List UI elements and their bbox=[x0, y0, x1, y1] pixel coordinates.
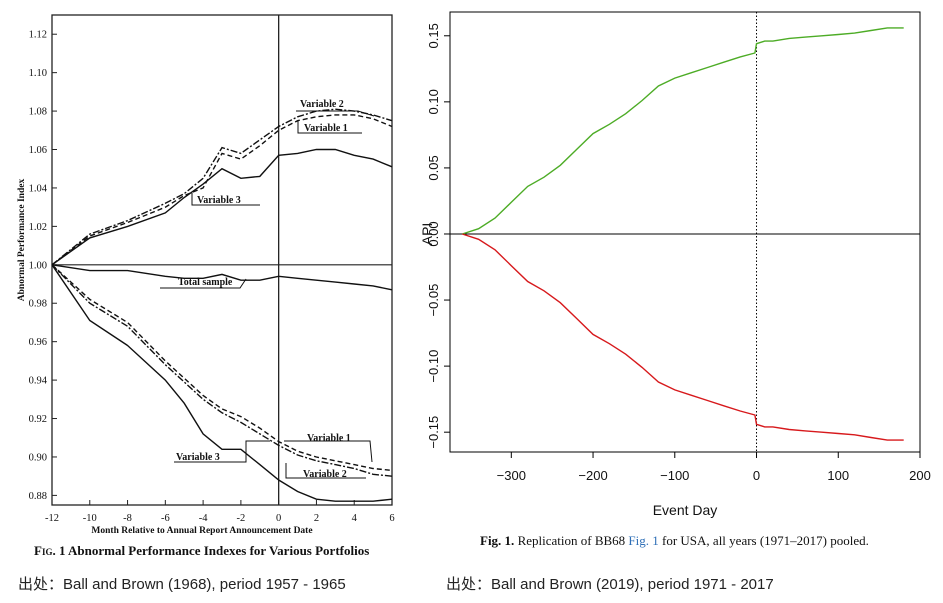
right-plot-frame bbox=[449, 11, 921, 453]
y-tick-label: 1.12 bbox=[29, 30, 47, 41]
right-chart-panel: −0.15 −0.10 −0.05 0.00 0.05 0.10 0.15 −300 −200 −… bbox=[419, 0, 943, 603]
x-tick-label: −100 bbox=[660, 468, 689, 483]
right-source-note: 出处：Ball and Brown (2019), period 1971 - … bbox=[446, 576, 774, 593]
x-tick-label: -6 bbox=[161, 513, 170, 524]
x-tick-label: -4 bbox=[199, 513, 208, 524]
label-leader-line bbox=[191, 193, 260, 206]
x-axis-label: Month Relative to Annual Report Announce… bbox=[91, 526, 312, 536]
variable-2-up-line bbox=[51, 108, 393, 266]
x-tick-label: 6 bbox=[389, 513, 394, 524]
x-tick-label: -8 bbox=[123, 513, 132, 524]
label-leader-line bbox=[297, 120, 362, 134]
variable-1-up-line bbox=[51, 114, 393, 266]
x-tick-label: -12 bbox=[45, 513, 59, 524]
y-tick-label: 0.90 bbox=[29, 452, 47, 463]
y-tick-label: 0.00 bbox=[426, 221, 441, 246]
variable-3-up-line bbox=[51, 148, 393, 266]
y-tick-label: 1.06 bbox=[29, 145, 47, 156]
y-tick-label: 0.05 bbox=[426, 155, 441, 180]
label-leader-line bbox=[160, 278, 247, 289]
y-tick-label: 0.94 bbox=[29, 376, 48, 387]
good-news-line bbox=[462, 27, 904, 235]
x-tick-label: -2 bbox=[237, 513, 246, 524]
left-plot-frame bbox=[51, 14, 393, 506]
label-var1-up: Variable 1 bbox=[304, 123, 348, 134]
left-chart-title: Fig. 1 Abnormal Performance Indexes for … bbox=[34, 543, 370, 558]
y-tick-label: −0.15 bbox=[426, 416, 441, 449]
label-var3-down: Variable 3 bbox=[176, 452, 220, 463]
x-tick-label: 4 bbox=[352, 513, 358, 524]
y-tick-label: −0.05 bbox=[426, 284, 441, 317]
left-chart: 0.88 0.90 0.92 0.94 0.96 0.98 1.00 1.02 1.04 1.06… bbox=[17, 14, 395, 536]
y-tick-label: 0.96 bbox=[29, 337, 47, 348]
x-tick-label: 100 bbox=[827, 468, 849, 483]
y-tick-label: 1.02 bbox=[29, 222, 47, 233]
x-tick-label: -10 bbox=[83, 513, 97, 524]
label-leader-line bbox=[285, 463, 366, 479]
figure-link[interactable]: Fig. 1 bbox=[628, 533, 659, 548]
right-chart: −0.15 −0.10 −0.05 0.00 0.05 0.10 0.15 −300 −200 −… bbox=[419, 11, 931, 518]
y-tick-label: 0.15 bbox=[426, 23, 441, 48]
x-tick-label: 0 bbox=[753, 468, 760, 483]
bad-news-line bbox=[462, 233, 904, 441]
total-sample-all-line bbox=[51, 264, 393, 291]
x-axis-label: Event Day bbox=[653, 502, 718, 518]
x-tick-label: 200 bbox=[909, 468, 931, 483]
y-tick-label: 0.88 bbox=[29, 491, 47, 502]
y-tick-label: 1.00 bbox=[29, 260, 47, 271]
x-tick-label: 0 bbox=[276, 513, 281, 524]
label-total: Total sample bbox=[178, 277, 233, 288]
x-tick-label: −300 bbox=[497, 468, 526, 483]
y-tick-label: 1.10 bbox=[29, 68, 47, 79]
label-var2-up: Variable 2 bbox=[300, 99, 344, 110]
x-tick-label: −200 bbox=[578, 468, 607, 483]
x-tick-label: 2 bbox=[314, 513, 319, 524]
variable-2-down-line bbox=[51, 264, 393, 477]
label-var2-down: Variable 2 bbox=[303, 469, 347, 480]
left-chart-panel: 0.88 0.90 0.92 0.94 0.96 0.98 1.00 1.02 1.04 1.06… bbox=[0, 0, 420, 603]
y-tick-label: −0.10 bbox=[426, 350, 441, 383]
label-leader-line bbox=[174, 440, 270, 463]
variable-1-down-line bbox=[51, 264, 393, 472]
label-leader-line bbox=[296, 110, 375, 117]
y-axis-label: API bbox=[420, 223, 435, 246]
label-var3-up: Variable 3 bbox=[197, 195, 241, 206]
y-tick-label: 1.08 bbox=[29, 107, 47, 118]
left-source-note: 出处：Ball and Brown (1968), period 1957 - … bbox=[18, 576, 346, 593]
y-tick-label: 1.04 bbox=[29, 183, 48, 194]
variable-3-down-line bbox=[51, 264, 393, 502]
y-tick-label: 0.10 bbox=[426, 89, 441, 114]
right-chart-caption: Fig. 1. Replication of BB68 Fig. 1 for U… bbox=[480, 533, 869, 548]
y-tick-label: 0.98 bbox=[29, 299, 47, 310]
y-axis-label: Abnormal Performance Index bbox=[17, 179, 27, 302]
label-var1-down: Variable 1 bbox=[307, 433, 351, 444]
y-tick-label: 0.92 bbox=[29, 414, 47, 425]
label-leader-line bbox=[284, 440, 373, 463]
